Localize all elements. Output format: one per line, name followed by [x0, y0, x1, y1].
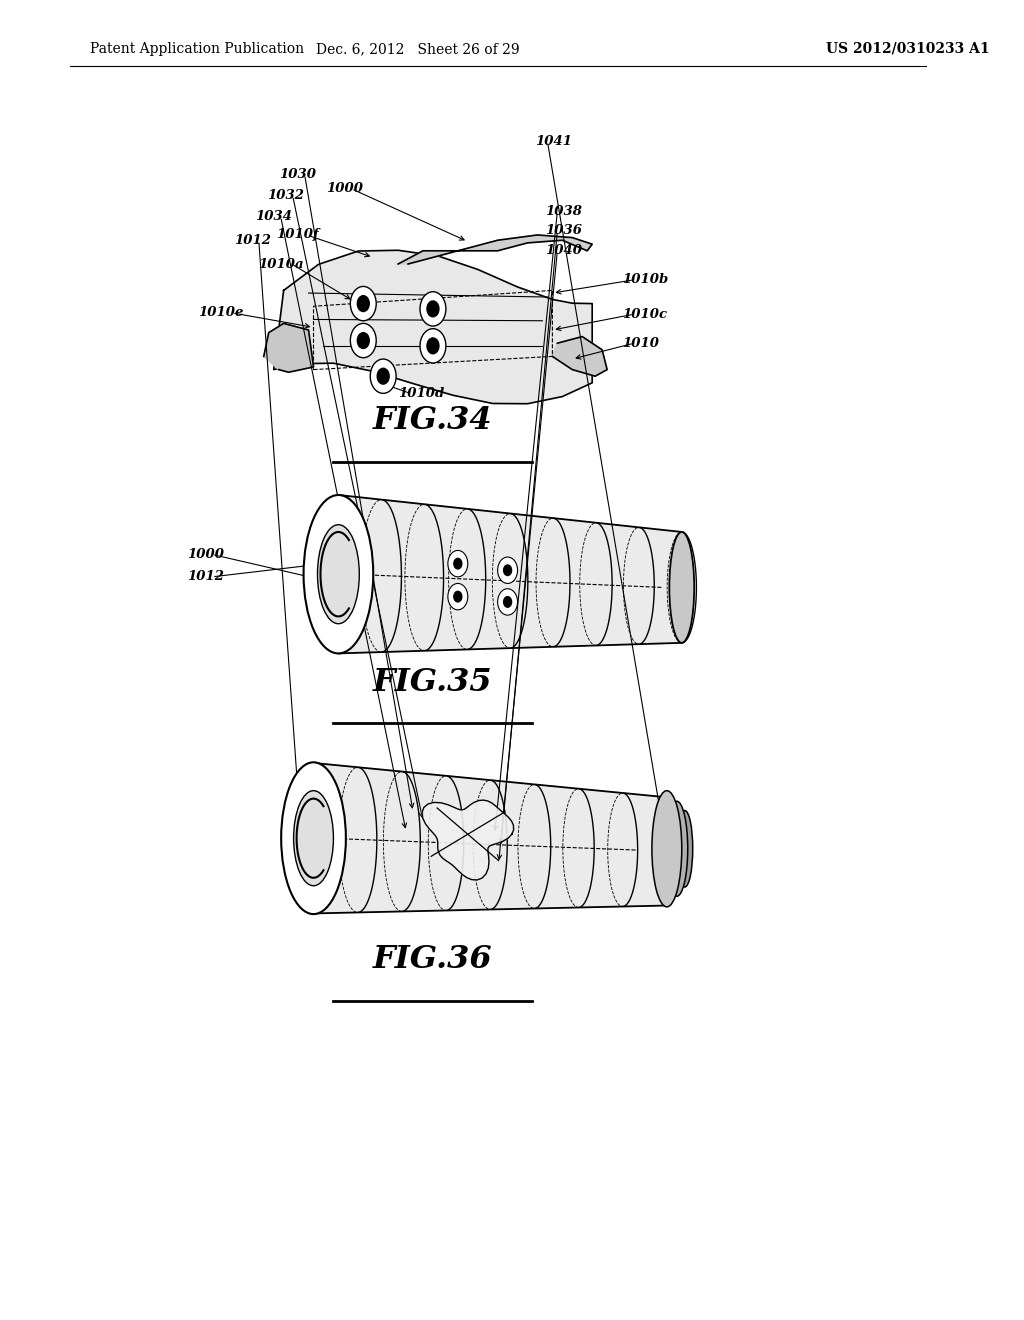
Circle shape: [350, 323, 376, 358]
Circle shape: [357, 296, 370, 312]
Circle shape: [427, 338, 439, 354]
Polygon shape: [264, 323, 313, 372]
Text: 1040: 1040: [546, 244, 583, 257]
Text: 1032: 1032: [267, 189, 304, 202]
Circle shape: [371, 359, 396, 393]
Text: 1010c: 1010c: [622, 308, 668, 321]
Text: 1010e: 1010e: [199, 306, 244, 319]
Circle shape: [427, 301, 439, 317]
Polygon shape: [273, 251, 592, 404]
Text: 1012: 1012: [233, 234, 270, 247]
Text: FIG.34: FIG.34: [373, 405, 493, 436]
Ellipse shape: [282, 762, 346, 913]
Polygon shape: [398, 235, 592, 264]
Text: US 2012/0310233 A1: US 2012/0310233 A1: [826, 42, 990, 55]
Text: 1010a: 1010a: [258, 257, 303, 271]
Text: 1034: 1034: [256, 210, 293, 223]
Text: 1041: 1041: [536, 135, 572, 148]
Text: FIG.35: FIG.35: [373, 667, 493, 697]
Text: 1000: 1000: [187, 548, 224, 561]
Ellipse shape: [317, 524, 359, 624]
Circle shape: [454, 558, 462, 569]
Circle shape: [504, 565, 512, 576]
Text: FIG.36: FIG.36: [373, 944, 493, 974]
Polygon shape: [313, 763, 667, 913]
Ellipse shape: [652, 791, 682, 907]
Ellipse shape: [303, 495, 373, 653]
Circle shape: [420, 292, 445, 326]
Text: 1038: 1038: [546, 205, 583, 218]
Text: 1030: 1030: [280, 168, 316, 181]
Text: 1010f: 1010f: [275, 228, 318, 242]
Polygon shape: [422, 800, 514, 880]
Circle shape: [377, 368, 389, 384]
Text: 1000: 1000: [327, 182, 364, 195]
Text: 1010d: 1010d: [398, 387, 444, 400]
Text: 1010b: 1010b: [622, 273, 669, 286]
Text: 1012: 1012: [187, 570, 224, 583]
Circle shape: [350, 286, 376, 321]
Polygon shape: [338, 495, 682, 653]
Circle shape: [447, 583, 468, 610]
Text: 1010: 1010: [622, 337, 659, 350]
Circle shape: [504, 597, 512, 607]
Ellipse shape: [666, 801, 688, 896]
Circle shape: [420, 329, 445, 363]
Circle shape: [498, 557, 517, 583]
Ellipse shape: [670, 532, 694, 643]
Text: Patent Application Publication: Patent Application Publication: [89, 42, 304, 55]
Ellipse shape: [677, 810, 692, 887]
Polygon shape: [552, 337, 607, 376]
Ellipse shape: [294, 791, 334, 886]
Circle shape: [357, 333, 370, 348]
Circle shape: [454, 591, 462, 602]
Circle shape: [447, 550, 468, 577]
Circle shape: [498, 589, 517, 615]
Text: 1036: 1036: [546, 224, 583, 238]
Text: Dec. 6, 2012   Sheet 26 of 29: Dec. 6, 2012 Sheet 26 of 29: [316, 42, 520, 55]
